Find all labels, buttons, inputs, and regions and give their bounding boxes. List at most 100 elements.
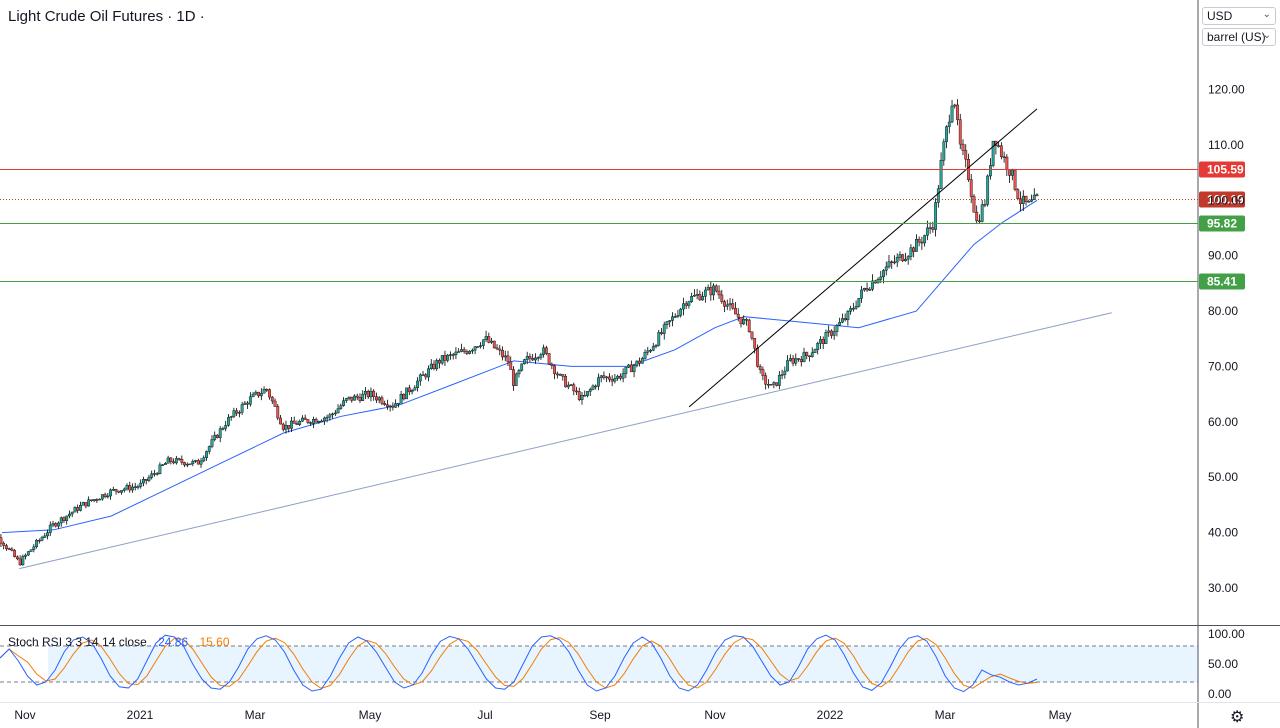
candle-body xyxy=(443,355,447,361)
stoch-rsi-pane[interactable]: 100.00 50.00 0.00 xyxy=(0,627,1245,701)
candle-body xyxy=(344,398,348,401)
candle xyxy=(142,476,145,487)
candle xyxy=(895,253,899,268)
candle-body xyxy=(306,419,310,423)
candle-body xyxy=(605,376,609,379)
candle xyxy=(29,549,33,552)
horizontal-levels[interactable]: 105.59 100.19 95.82 85.41 xyxy=(0,161,1245,290)
price-axis[interactable]: 130.00120.00110.00100.0090.0080.0070.006… xyxy=(1208,27,1245,595)
candle xyxy=(904,252,907,262)
candle-body xyxy=(832,331,836,336)
candle xyxy=(703,286,707,303)
candle xyxy=(265,388,269,393)
moving-average-line xyxy=(1,199,1038,534)
trendlines[interactable] xyxy=(19,108,1112,570)
candle xyxy=(114,488,118,495)
candle-body xyxy=(169,457,173,462)
candle xyxy=(945,125,948,149)
candle xyxy=(777,371,781,390)
candle-body xyxy=(720,294,724,302)
candle-body xyxy=(509,361,513,370)
candle xyxy=(235,407,239,416)
candle xyxy=(133,482,137,491)
candle xyxy=(380,395,384,406)
candle-body xyxy=(1008,169,1011,176)
currency-select[interactable]: USD ⌄ xyxy=(1202,7,1276,25)
candle xyxy=(514,372,518,386)
candle xyxy=(687,300,691,309)
candle-body xyxy=(438,360,441,364)
candle xyxy=(199,457,203,468)
candle-body xyxy=(1005,156,1009,171)
candle xyxy=(196,458,200,465)
candle xyxy=(136,484,140,490)
gear-icon[interactable]: ⚙ xyxy=(1230,709,1245,726)
candle-body xyxy=(989,165,992,177)
candle-body xyxy=(734,308,737,315)
candle-body xyxy=(229,416,233,418)
candle xyxy=(728,298,732,311)
candle-body xyxy=(251,393,255,398)
stoch-rsi-d-line xyxy=(0,637,1038,689)
candle xyxy=(865,282,869,292)
candle xyxy=(983,199,987,208)
candle-body xyxy=(687,301,691,306)
candle xyxy=(602,371,606,380)
candle-body xyxy=(843,318,847,321)
candle xyxy=(980,199,984,223)
candle xyxy=(385,399,389,410)
candle xyxy=(736,308,740,322)
candle xyxy=(32,544,36,553)
candle-body xyxy=(931,227,935,230)
candle-body xyxy=(40,537,44,541)
candle-body xyxy=(235,410,239,414)
candle xyxy=(857,297,861,308)
candle xyxy=(876,277,880,284)
candle-body xyxy=(742,319,746,325)
unit-select[interactable]: barrel (US) ⌄ xyxy=(1202,28,1276,46)
candle-body xyxy=(865,288,869,291)
candle xyxy=(838,317,842,326)
candle-body xyxy=(81,502,85,506)
candle xyxy=(947,114,951,134)
candle xyxy=(682,297,685,316)
candle-body xyxy=(292,420,296,424)
candle xyxy=(24,553,27,560)
candle xyxy=(810,347,814,358)
candle xyxy=(769,384,773,386)
time-tick-label: Nov xyxy=(704,708,725,722)
candle xyxy=(98,498,102,501)
candle-body xyxy=(479,345,482,347)
candle xyxy=(421,370,425,376)
candle xyxy=(827,325,831,337)
candle-body xyxy=(999,145,1003,157)
candle-body xyxy=(196,460,200,465)
candle-body xyxy=(48,524,52,533)
candle xyxy=(912,246,916,258)
candle-body xyxy=(153,473,156,475)
candle xyxy=(662,321,666,340)
candle-body xyxy=(588,389,592,392)
candle-body xyxy=(473,346,477,351)
candle xyxy=(183,461,186,468)
candle xyxy=(328,413,332,421)
candle xyxy=(470,348,474,354)
candle-body xyxy=(117,490,121,493)
candle xyxy=(950,99,954,124)
price-tick-label: 40.00 xyxy=(1208,526,1238,540)
candle xyxy=(418,373,422,386)
candle-body xyxy=(366,391,370,398)
candle xyxy=(766,379,770,389)
candle xyxy=(95,498,99,503)
candle xyxy=(216,434,219,439)
candle-body xyxy=(331,413,334,416)
candle-body xyxy=(172,461,176,464)
candle xyxy=(375,392,378,404)
chevron-down-icon: ⌄ xyxy=(1262,9,1271,20)
candle-body xyxy=(662,324,666,334)
candle-body xyxy=(712,285,715,296)
time-axis[interactable]: Nov 2021 Mar May Jul Sep Nov 2022 Mar May xyxy=(14,708,1071,722)
candle-body xyxy=(660,332,663,334)
candle xyxy=(347,396,351,401)
